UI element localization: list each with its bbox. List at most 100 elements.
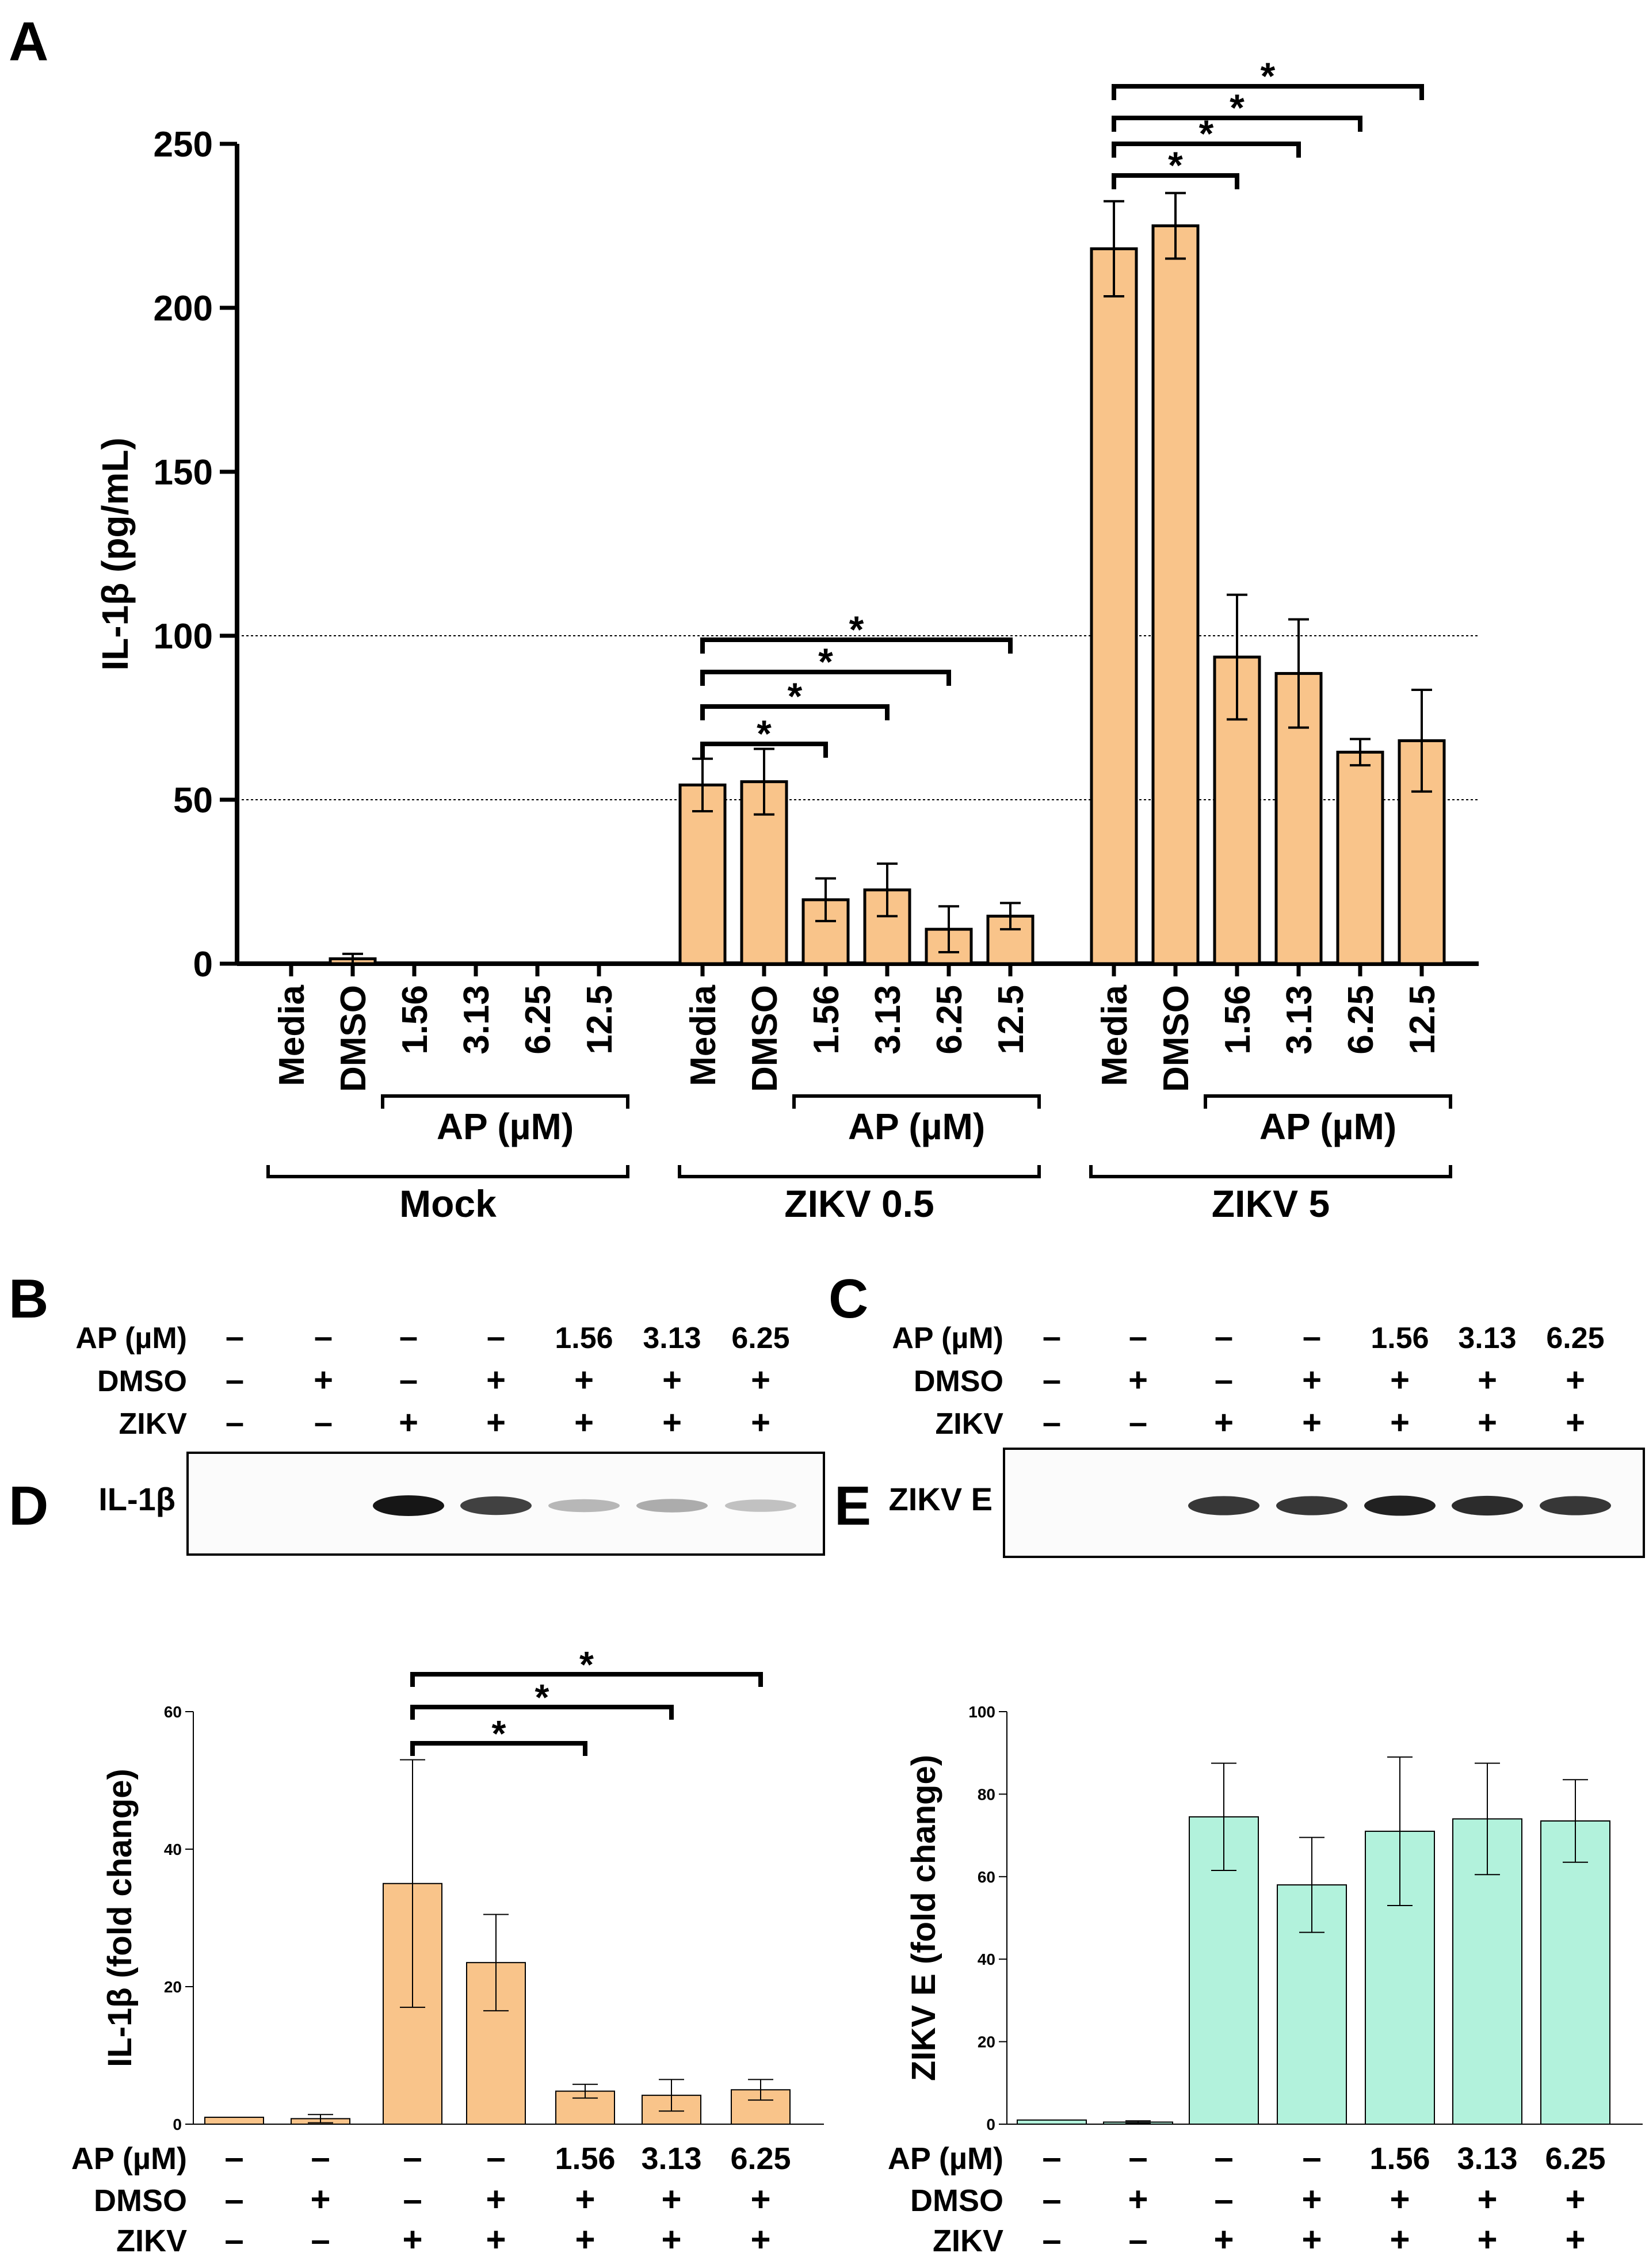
condition-zikv-value: + — [1214, 1404, 1234, 1441]
condition-ap-value: – — [399, 1318, 418, 1356]
condition-dmso-value: + — [1478, 1361, 1497, 1399]
x-tick-label: Media — [684, 984, 723, 1086]
condition-row-label: DMSO — [97, 1365, 187, 1398]
y-axis-label: ZIKV E (fold change) — [905, 1755, 942, 2081]
condition-ap-value: 6.25 — [1545, 2141, 1605, 2176]
y-tick-label: 0 — [173, 2116, 182, 2133]
blot-band — [1540, 1496, 1611, 1515]
condition-zikv-value: – — [1043, 1404, 1061, 1441]
condition-dmso-value: + — [574, 1361, 594, 1399]
panel-c: C AP (µM) – – – – 1.56 3.13 6.25 DMSO – + – + + + + ZIKV –… — [829, 1268, 1645, 1558]
condition-row-label: AP (µM) — [75, 1322, 187, 1355]
condition-ap-value: – — [1129, 1318, 1147, 1356]
significance-bracket — [1112, 116, 1362, 132]
condition-ap-value: 3.13 — [643, 1322, 701, 1355]
significance-star: * — [579, 1644, 594, 1685]
y-axis-label: IL-1β (fold change) — [101, 1769, 139, 2067]
group-bracket — [266, 1165, 629, 1178]
y-tick-label: 60 — [164, 1703, 182, 1721]
condition-ap-value: – — [226, 1318, 244, 1356]
condition-dmso-value: + — [750, 2180, 770, 2219]
x-tick-label: Media — [1095, 984, 1135, 1086]
x-tick-label: 3.13 — [1280, 985, 1319, 1055]
condition-dmso-value: – — [1042, 2180, 1061, 2219]
y-axis-label: IL-1β (pg/mL) — [94, 437, 136, 670]
condition-zikv-value: – — [226, 1404, 244, 1441]
condition-dmso-value: + — [1566, 1361, 1585, 1399]
blot-band — [636, 1499, 708, 1513]
condition-dmso-value: – — [399, 1361, 418, 1399]
significance-star: * — [757, 712, 772, 755]
x-tick-label: 3.13 — [457, 985, 497, 1055]
x-tick-label: Media — [272, 984, 312, 1086]
x-tick-label: 12.5 — [991, 985, 1031, 1055]
y-tick-label: 100 — [968, 1703, 995, 1721]
condition-zikv-value: + — [575, 2220, 595, 2259]
condition-dmso-value: + — [314, 1361, 333, 1399]
panel-d-letter: D — [9, 1475, 48, 1537]
condition-ap-value: – — [1214, 2138, 1233, 2177]
y-tick-label: 250 — [154, 125, 213, 165]
condition-ap-value: – — [314, 1318, 333, 1356]
x-tick-label: 6.25 — [1341, 985, 1381, 1055]
ap-bracket — [381, 1094, 629, 1109]
panel-a-letter: A — [9, 11, 48, 72]
y-tick-label: 50 — [173, 781, 213, 820]
condition-zikv-value: – — [1128, 2220, 1147, 2259]
significance-bracket — [1112, 173, 1239, 189]
condition-ap-value: 6.25 — [731, 1322, 789, 1355]
condition-dmso-value: + — [310, 2180, 330, 2219]
condition-row-label: DMSO — [914, 1365, 1003, 1398]
significance-star: * — [788, 675, 803, 717]
significance-bracket — [410, 1672, 763, 1687]
condition-row-label: DMSO — [94, 2183, 187, 2218]
condition-ap-value: – — [1043, 1318, 1061, 1356]
condition-dmso-value: + — [662, 1361, 682, 1399]
blot-band — [725, 1499, 796, 1512]
x-tick-label: 1.56 — [807, 985, 846, 1055]
condition-zikv-value: – — [224, 2220, 243, 2259]
blot-band — [548, 1499, 620, 1513]
condition-zikv-value: – — [1129, 1404, 1147, 1441]
condition-zikv-value: + — [486, 1404, 506, 1441]
condition-zikv-value: + — [1302, 1404, 1322, 1441]
condition-ap-value: – — [311, 2138, 330, 2177]
ap-label: AP (µM) — [848, 1106, 985, 1147]
ap-label: AP (µM) — [1259, 1106, 1396, 1147]
significance-bracket — [410, 1705, 674, 1720]
significance-bracket — [410, 1741, 587, 1756]
panel-c-letter: C — [829, 1268, 868, 1330]
y-tick-label: 150 — [154, 453, 213, 492]
condition-dmso-value: – — [1215, 1361, 1233, 1399]
x-tick-label: 3.13 — [868, 985, 908, 1055]
condition-zikv-value: + — [1478, 1404, 1497, 1441]
panel-e: E 0 20 40 60 80 100 ZIKV E (fold change) AP (µM)… — [834, 1475, 1643, 2259]
condition-ap-value: – — [1303, 1318, 1321, 1356]
condition-zikv-value: – — [311, 2220, 330, 2259]
significance-star: * — [1230, 86, 1245, 129]
group-bracket — [1089, 1165, 1452, 1178]
condition-dmso-value: + — [1302, 1361, 1322, 1399]
condition-zikv-value: + — [399, 1404, 418, 1441]
condition-dmso-value: + — [1477, 2180, 1497, 2219]
y-tick-label: 20 — [164, 1978, 182, 1996]
condition-zikv-value: + — [402, 2220, 422, 2259]
condition-row-label: AP (µM) — [71, 2141, 187, 2176]
condition-ap-value: 1.56 — [555, 2141, 615, 2176]
significance-bracket — [700, 637, 1013, 654]
significance-star: * — [1261, 55, 1276, 97]
panel-b-letter: B — [9, 1268, 48, 1330]
significance-star: * — [535, 1677, 549, 1718]
condition-ap-value: – — [486, 2138, 505, 2177]
significance-bracket — [700, 670, 951, 686]
condition-dmso-value: + — [486, 2180, 506, 2219]
condition-ap-value: 3.13 — [1457, 2141, 1517, 2176]
condition-zikv-value: + — [1301, 2220, 1322, 2259]
condition-dmso-value: + — [486, 1361, 506, 1399]
significance-star: * — [818, 640, 833, 683]
blot-band — [1188, 1496, 1259, 1515]
condition-zikv-value: + — [1566, 1404, 1585, 1441]
condition-zikv-value: + — [486, 2220, 506, 2259]
